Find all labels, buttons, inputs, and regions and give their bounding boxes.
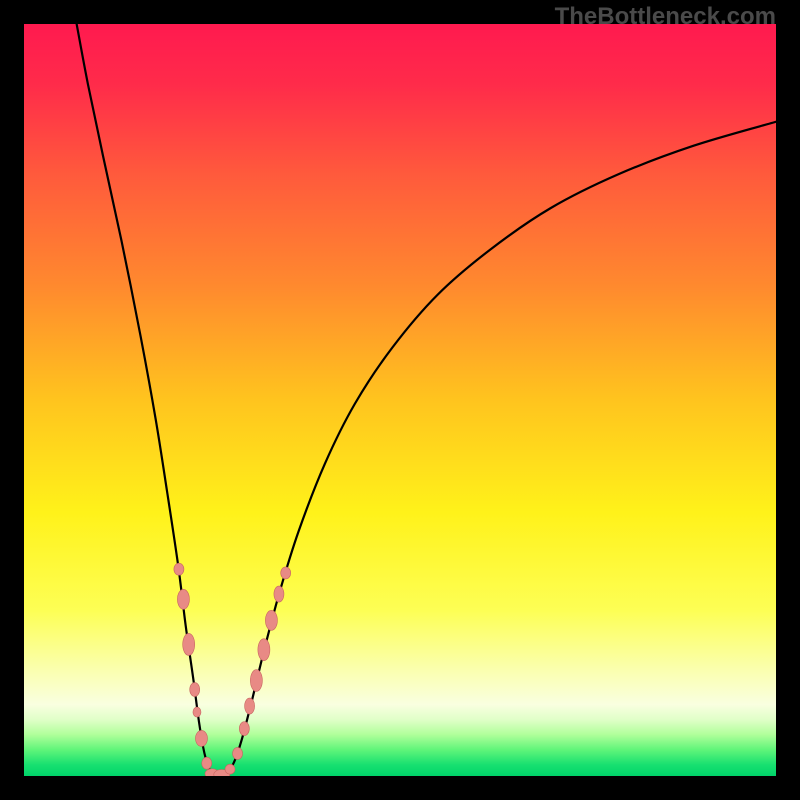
data-marker: [250, 670, 262, 692]
data-marker: [177, 589, 189, 609]
curve-right: [214, 122, 776, 776]
data-marker: [225, 764, 235, 774]
data-marker: [202, 757, 212, 769]
data-marker: [190, 683, 200, 697]
plot-area: [24, 24, 776, 776]
data-marker: [239, 722, 249, 736]
data-marker: [233, 747, 243, 759]
curve-left: [77, 24, 215, 776]
data-marker: [274, 586, 284, 602]
watermark-text: TheBottleneck.com: [555, 3, 776, 31]
data-marker: [183, 633, 195, 655]
curve-layer: [24, 24, 776, 776]
data-marker: [258, 639, 270, 661]
data-marker: [174, 563, 184, 575]
data-marker: [193, 707, 201, 717]
data-marker: [195, 730, 207, 746]
data-marker: [245, 698, 255, 714]
data-marker: [281, 567, 291, 579]
data-marker: [265, 610, 277, 630]
